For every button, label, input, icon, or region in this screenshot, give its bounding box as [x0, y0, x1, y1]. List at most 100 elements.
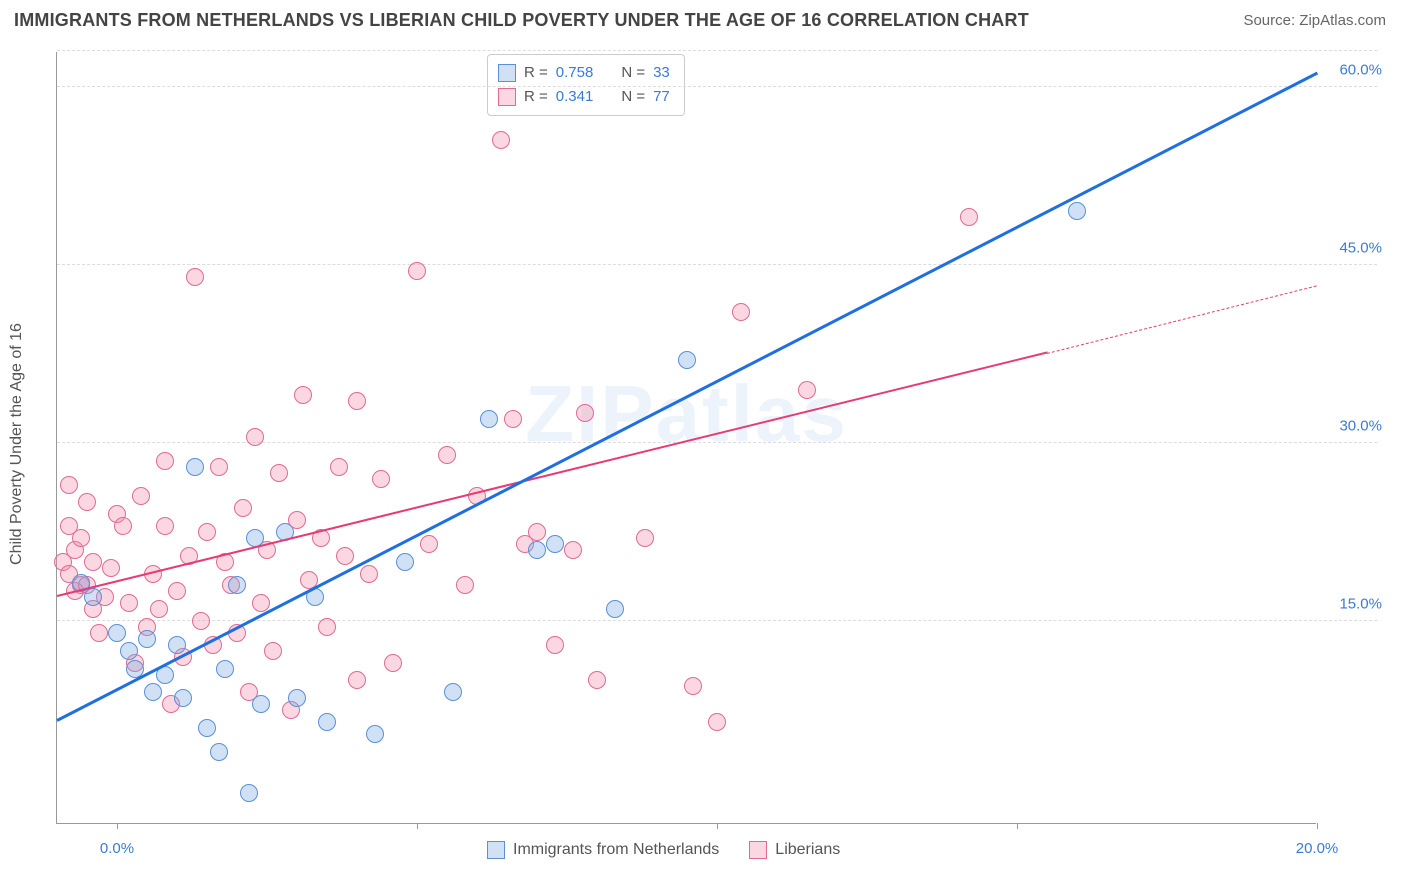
point-netherlands: [1068, 202, 1086, 220]
y-tick-label: 15.0%: [1339, 596, 1382, 613]
point-netherlands: [396, 553, 414, 571]
swatch-netherlands: [498, 64, 516, 82]
chart-container: Child Poverty Under the Age of 16 ZIPatl…: [14, 44, 1392, 882]
r-label: R =: [524, 61, 548, 85]
r-label: R =: [524, 85, 548, 109]
point-liberians: [186, 268, 204, 286]
trend-line: [1047, 285, 1317, 354]
point-liberians: [150, 600, 168, 618]
gridline-h: [57, 264, 1377, 265]
point-liberians: [408, 262, 426, 280]
point-liberians: [330, 458, 348, 476]
y-tick-label: 30.0%: [1339, 417, 1382, 434]
x-tick-label: 0.0%: [100, 840, 134, 857]
point-liberians: [114, 517, 132, 535]
point-netherlands: [120, 642, 138, 660]
point-netherlands: [528, 541, 546, 559]
chart-title: IMMIGRANTS FROM NETHERLANDS VS LIBERIAN …: [14, 10, 1029, 31]
point-liberians: [546, 636, 564, 654]
n-label: N =: [621, 61, 645, 85]
x-tick-mark: [1317, 823, 1318, 829]
y-tick-label: 60.0%: [1339, 61, 1382, 78]
point-netherlands: [198, 719, 216, 737]
point-netherlands: [168, 636, 186, 654]
x-tick-mark: [117, 823, 118, 829]
point-liberians: [102, 559, 120, 577]
point-liberians: [90, 624, 108, 642]
point-netherlands: [240, 784, 258, 802]
point-netherlands: [108, 624, 126, 642]
x-tick-mark: [717, 823, 718, 829]
x-tick-mark: [417, 823, 418, 829]
point-netherlands: [678, 351, 696, 369]
x-tick-label: 20.0%: [1296, 840, 1339, 857]
point-liberians: [360, 565, 378, 583]
series-label-liberians: Liberians: [775, 841, 840, 859]
point-netherlands: [210, 743, 228, 761]
point-liberians: [576, 404, 594, 422]
point-liberians: [732, 303, 750, 321]
point-netherlands: [186, 458, 204, 476]
point-netherlands: [366, 725, 384, 743]
point-liberians: [234, 499, 252, 517]
n-value-netherlands: 33: [653, 61, 670, 85]
legend-item-liberians: Liberians: [749, 841, 840, 859]
point-netherlands: [228, 576, 246, 594]
point-liberians: [210, 458, 228, 476]
legend-row-netherlands: R = 0.758 N = 33: [498, 61, 670, 85]
point-liberians: [78, 493, 96, 511]
n-label: N =: [621, 85, 645, 109]
swatch-liberians: [749, 841, 767, 859]
point-netherlands: [546, 535, 564, 553]
point-liberians: [588, 671, 606, 689]
point-liberians: [960, 208, 978, 226]
point-liberians: [636, 529, 654, 547]
point-netherlands: [216, 660, 234, 678]
r-value-liberians: 0.341: [556, 85, 594, 109]
y-tick-label: 45.0%: [1339, 239, 1382, 256]
swatch-liberians: [498, 88, 516, 106]
point-liberians: [168, 582, 186, 600]
point-liberians: [348, 392, 366, 410]
r-value-netherlands: 0.758: [556, 61, 594, 85]
point-liberians: [120, 594, 138, 612]
gridline-h: [57, 86, 1377, 87]
series-label-netherlands: Immigrants from Netherlands: [513, 841, 719, 859]
point-liberians: [246, 428, 264, 446]
point-liberians: [504, 410, 522, 428]
point-liberians: [336, 547, 354, 565]
point-liberians: [384, 654, 402, 672]
point-liberians: [372, 470, 390, 488]
swatch-netherlands: [487, 841, 505, 859]
point-liberians: [156, 517, 174, 535]
y-axis-label: Child Poverty Under the Age of 16: [8, 323, 26, 565]
x-tick-mark: [1017, 823, 1018, 829]
point-netherlands: [252, 695, 270, 713]
point-netherlands: [606, 600, 624, 618]
point-netherlands: [84, 588, 102, 606]
point-liberians: [708, 713, 726, 731]
point-liberians: [264, 642, 282, 660]
point-liberians: [60, 476, 78, 494]
point-netherlands: [480, 410, 498, 428]
legend-item-netherlands: Immigrants from Netherlands: [487, 841, 719, 859]
point-liberians: [564, 541, 582, 559]
n-value-liberians: 77: [653, 85, 670, 109]
point-liberians: [456, 576, 474, 594]
point-liberians: [798, 381, 816, 399]
point-liberians: [438, 446, 456, 464]
point-liberians: [420, 535, 438, 553]
point-netherlands: [174, 689, 192, 707]
point-netherlands: [318, 713, 336, 731]
point-liberians: [318, 618, 336, 636]
point-liberians: [84, 553, 102, 571]
legend-row-liberians: R = 0.341 N = 77: [498, 85, 670, 109]
point-liberians: [348, 671, 366, 689]
plot-area: ZIPatlas R = 0.758 N = 33 R = 0.341 N = …: [56, 52, 1316, 824]
point-liberians: [270, 464, 288, 482]
trend-line: [56, 72, 1317, 722]
gridline-h: [57, 50, 1377, 51]
point-liberians: [72, 529, 90, 547]
point-liberians: [156, 452, 174, 470]
point-liberians: [198, 523, 216, 541]
